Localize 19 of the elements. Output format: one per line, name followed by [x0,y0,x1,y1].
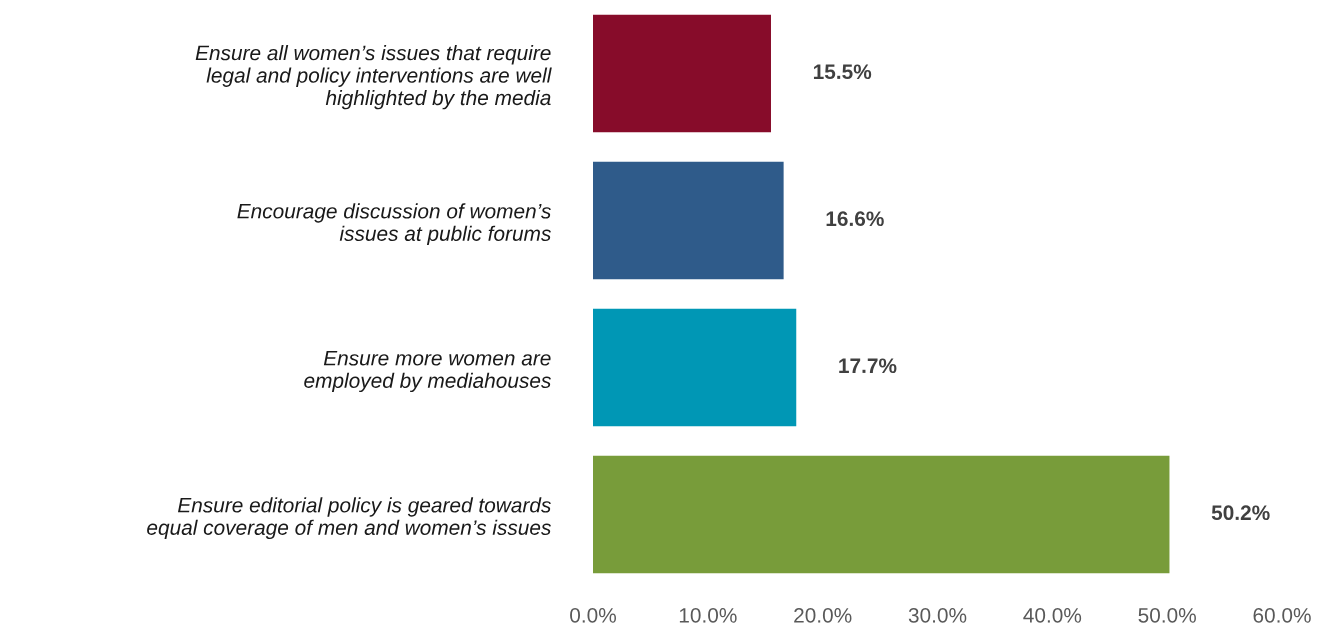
bar [593,14,771,133]
x-tick-label: 60.0% [1253,607,1311,623]
bar [593,455,1170,574]
data-label: 16.6% [826,211,884,227]
data-label: 50.2% [1211,505,1270,521]
y-tick-label: Encourage discussion of women’s issues at public forums [237,203,551,246]
y-tick-label: Ensure all women’s issues that require legal and policy interventions are well highlighted by the media [195,45,552,110]
y-tick-label: Ensure more women are employed by mediahouses [304,351,551,393]
x-tick-label: 0.0% [570,607,616,623]
x-tick-label: 10.0% [679,607,737,623]
bar [593,161,784,280]
data-label: 15.5% [813,64,872,80]
x-tick-label: 30.0% [908,607,967,623]
x-tick-label: 40.0% [1023,607,1082,623]
x-tick-label: 20.0% [794,607,852,623]
bar [593,308,797,427]
x-tick-label: 50.0% [1138,607,1196,623]
data-label: 17.7% [839,358,897,374]
y-tick-label: Ensure editorial policy is geared towards equal coverage of men and women’s issues [147,497,551,540]
